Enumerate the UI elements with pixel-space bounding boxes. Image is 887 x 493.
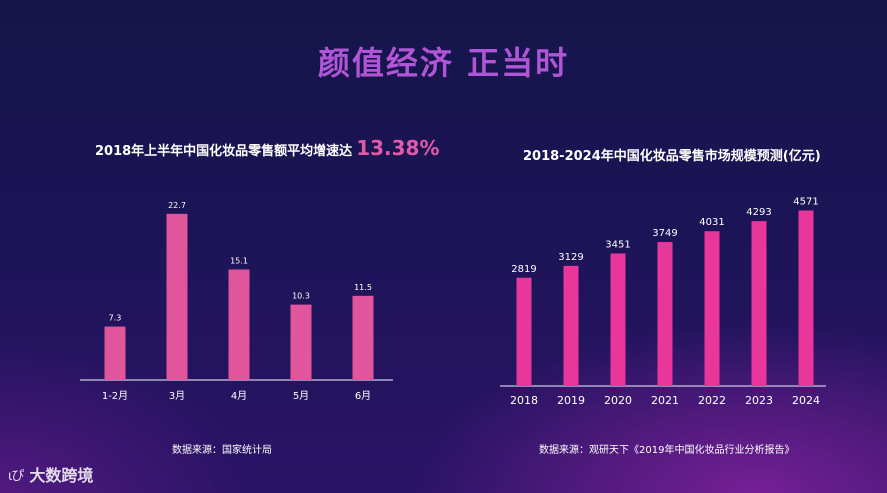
bar <box>104 326 126 380</box>
x-tick-label: 1-2月 <box>102 390 128 402</box>
x-tick-label: 6月 <box>355 390 371 402</box>
x-tick-label: 2020 <box>604 394 632 407</box>
data-label: 3129 <box>558 252 583 263</box>
x-tick-label: 2021 <box>651 394 679 407</box>
data-label: 4571 <box>793 196 818 207</box>
logo-text: 大数跨境 <box>29 466 94 485</box>
left-chart-title-highlight: 13.38% <box>356 136 440 160</box>
data-label: 4293 <box>746 207 771 218</box>
x-tick-label: 2022 <box>698 394 726 407</box>
bar <box>751 221 767 386</box>
left-chart-title: 2018年上半年中国化妆品零售额平均增速达 13.38% <box>95 136 440 160</box>
page-title: 颜值经济 正当时 <box>317 44 570 82</box>
bar <box>657 242 673 386</box>
left-chart-title-text: 2018年上半年中国化妆品零售额平均增速达 <box>95 144 353 159</box>
bar <box>798 210 814 386</box>
x-tick-label: 2024 <box>792 394 820 407</box>
logo-icon: ιぴ <box>8 468 24 484</box>
bar <box>166 213 188 380</box>
data-label: 4031 <box>699 217 724 228</box>
right-chart-title: 2018-2024年中国化妆品零售市场规模预测(亿元) <box>523 149 821 164</box>
x-tick-label: 2023 <box>745 394 773 407</box>
x-tick-label: 2018 <box>510 394 538 407</box>
x-tick-label: 5月 <box>293 390 309 402</box>
left-chart-source: 数据来源：国家统计局 <box>172 445 272 456</box>
bar <box>704 231 720 386</box>
x-tick-label: 2019 <box>557 394 585 407</box>
x-tick-label: 4月 <box>231 390 247 402</box>
brand-logo: ιぴ 大数跨境 <box>8 462 93 486</box>
bar <box>563 265 579 386</box>
data-label: 3749 <box>652 228 677 239</box>
right-chart-source: 数据来源：观研天下《2019年中国化妆品行业分析报告》 <box>539 445 795 456</box>
data-label: 15.1 <box>230 256 248 265</box>
bar <box>290 304 312 380</box>
data-label: 3451 <box>605 239 630 250</box>
data-label: 11.5 <box>354 283 372 292</box>
bar <box>610 253 626 386</box>
data-label: 2819 <box>511 264 536 275</box>
data-label: 22.7 <box>168 201 186 210</box>
data-label: 10.3 <box>292 292 310 301</box>
x-tick-label: 3月 <box>169 390 185 402</box>
bar <box>516 277 532 386</box>
bar <box>228 269 250 380</box>
data-label: 7.3 <box>109 314 122 323</box>
bar <box>352 295 374 380</box>
